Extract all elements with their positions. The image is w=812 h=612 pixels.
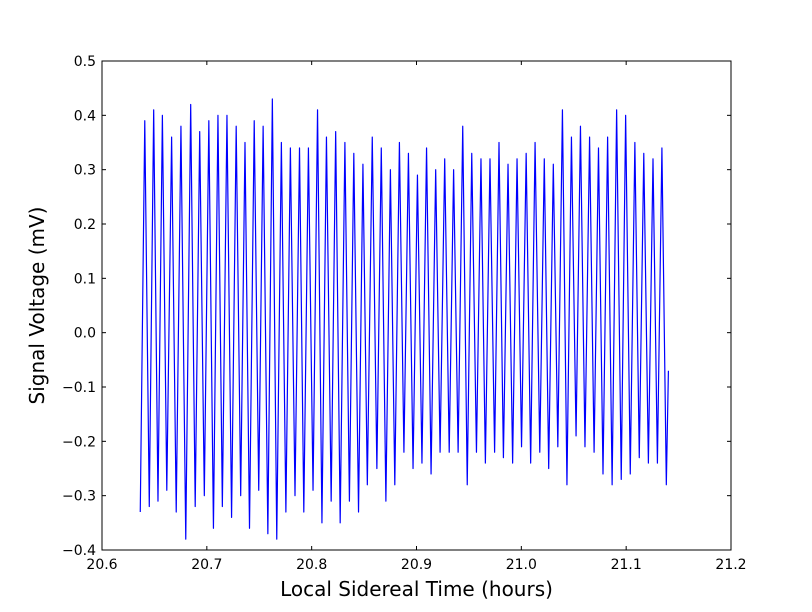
x-tick-label: 20.7 bbox=[191, 557, 222, 573]
y-tick-label: 0.1 bbox=[74, 271, 96, 287]
tick-labels: 20.6 20.7 20.8 20.9 21.0 21.1 21.2 0.5 0.4 0.3 0.2… bbox=[62, 54, 747, 573]
y-tick-label: −0.1 bbox=[62, 380, 96, 396]
y-tick-label: 0.3 bbox=[74, 163, 96, 179]
x-tick-label: 21.0 bbox=[506, 557, 537, 573]
x-tick-label: 21.2 bbox=[715, 557, 746, 573]
y-axis-label: Signal Voltage (mV) bbox=[25, 207, 49, 405]
y-tick-label: 0.0 bbox=[74, 326, 96, 342]
series-line-0 bbox=[139, 98, 670, 540]
x-tick-label: 21.1 bbox=[611, 557, 642, 573]
y-tick-label: 0.5 bbox=[74, 54, 96, 70]
x-axis-label: Local Sidereal Time (hours) bbox=[280, 577, 553, 601]
axes-frame bbox=[101, 60, 732, 551]
x-tick-label: 20.9 bbox=[401, 557, 432, 573]
x-tick-label: 20.8 bbox=[296, 557, 327, 573]
y-tick-label: 0.4 bbox=[74, 108, 96, 124]
plot-area bbox=[139, 98, 670, 540]
y-tick-label: 0.2 bbox=[74, 217, 96, 233]
y-tick-label: −0.2 bbox=[62, 434, 96, 450]
y-tick-label: −0.4 bbox=[62, 543, 96, 559]
y-tick-label: −0.3 bbox=[62, 489, 96, 505]
x-tick-label: 20.6 bbox=[86, 557, 117, 573]
